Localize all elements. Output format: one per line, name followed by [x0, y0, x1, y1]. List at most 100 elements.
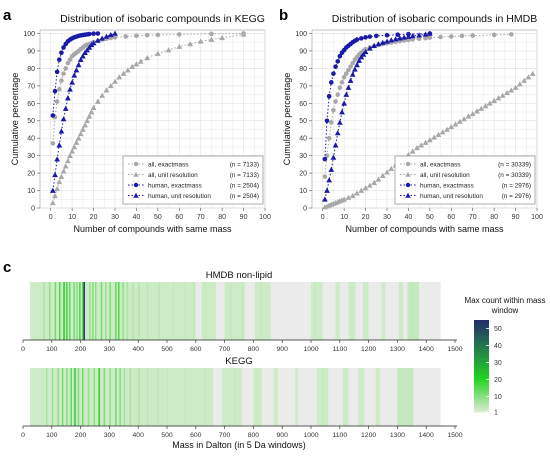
data-point [88, 109, 95, 115]
data-point [516, 81, 523, 87]
data-point [332, 142, 339, 148]
colorbar-segment [474, 324, 489, 328]
mass-window [87, 368, 90, 426]
mass-window [322, 368, 324, 426]
legend-box [122, 155, 264, 205]
colorbar-segment [474, 359, 489, 362]
data-point [452, 121, 459, 127]
x-tick-label: 10 [340, 214, 348, 221]
legend-count: (n = 7133) [230, 172, 259, 179]
data-point [362, 185, 369, 191]
colorbar-segment [474, 386, 489, 390]
y-tick-label: 0 [31, 206, 35, 213]
data-point [75, 135, 82, 141]
data-point [375, 176, 382, 182]
data-point [124, 67, 131, 73]
data-point [347, 77, 354, 83]
x-tick-label: 90 [512, 214, 520, 221]
x-tick-label: 1300 [390, 432, 405, 439]
colorbar-segment [474, 338, 489, 341]
y-tick-label: 50 [299, 118, 307, 125]
mass-window [89, 282, 91, 340]
data-point [324, 187, 330, 193]
data-point [61, 71, 66, 76]
mass-band [397, 368, 414, 426]
colorbar-segment [474, 331, 489, 335]
x-axis-label: Number of compounds with same mass [73, 224, 232, 234]
y-tick-label: 70 [299, 83, 307, 90]
y-tick-label: 90 [27, 48, 35, 55]
y-tick-label: 40 [27, 136, 35, 143]
data-point [112, 78, 118, 84]
data-point [388, 37, 395, 43]
colorbar-title-line-1: Max count within mass [465, 296, 546, 305]
data-point [56, 87, 62, 92]
data-point [465, 113, 472, 119]
data-point [448, 123, 455, 130]
data-point [529, 70, 536, 76]
data-point [82, 122, 88, 128]
data-point [388, 165, 395, 172]
data-point [333, 99, 338, 104]
data-point [116, 74, 123, 80]
data-point [58, 173, 65, 179]
x-tick-label: 1500 [447, 346, 462, 353]
x-tick-label: 80 [218, 214, 226, 221]
chart-title: Distribution of isobaric compounds in KE… [60, 13, 265, 25]
mass-band [201, 282, 216, 340]
data-point [409, 33, 416, 39]
series-3 [321, 30, 433, 202]
data-point [508, 32, 514, 37]
data-point [86, 113, 93, 119]
mass-window [260, 282, 263, 340]
mass-window [61, 368, 64, 426]
data-point [341, 100, 348, 106]
x-tick-label: 500 [161, 346, 173, 353]
y-tick-label: 60 [299, 101, 307, 108]
data-point [456, 118, 463, 124]
data-point [333, 64, 338, 69]
x-tick-label: 1500 [447, 432, 462, 439]
x-tick-label: 900 [277, 346, 289, 353]
data-point [341, 74, 347, 80]
x-axis-label: Mass in Dalton (in 5 Da windows) [172, 440, 306, 450]
mass-window [146, 282, 149, 340]
y-tick-label: 30 [27, 153, 35, 160]
data-point [358, 54, 365, 60]
legend-swatch-marker [133, 171, 139, 177]
data-point [120, 70, 127, 76]
data-point [79, 53, 86, 59]
data-point [134, 33, 139, 39]
data-point [375, 41, 382, 47]
mass-window [59, 282, 61, 340]
mass-window [105, 282, 107, 340]
colorbar-segment [474, 370, 489, 374]
mass-window [118, 282, 120, 340]
legend-label: human, unit resolution [420, 193, 483, 200]
colorbar-segment [474, 363, 489, 367]
data-point [331, 107, 336, 113]
chart-hmdb: 0 10 20 30 40 50 60 70 80 90 100 0 10 20 30 40 50 60 70 80 9… [282, 13, 543, 234]
mass-window [66, 368, 68, 426]
y-tick-label: 60 [27, 101, 35, 108]
data-point [360, 51, 367, 57]
mass-window [109, 282, 111, 340]
mass-window [411, 282, 414, 340]
data-point [354, 190, 360, 196]
mass-window [138, 282, 140, 340]
data-point [107, 82, 114, 89]
legend-label: human, unit resolution [148, 193, 211, 200]
legend-label: all, exactmass [148, 162, 189, 169]
legend-label: human, exactmass [148, 183, 202, 190]
colorbar-segment [474, 382, 489, 385]
mass-band [311, 282, 323, 340]
mass-window [51, 368, 54, 426]
data-point [86, 31, 92, 37]
colorbar-segment [474, 398, 489, 401]
mass-window [63, 282, 65, 340]
data-point [379, 39, 386, 45]
data-point [49, 199, 56, 206]
mass-band [224, 282, 245, 340]
colorbar-segment [474, 379, 489, 383]
data-point [73, 139, 80, 145]
